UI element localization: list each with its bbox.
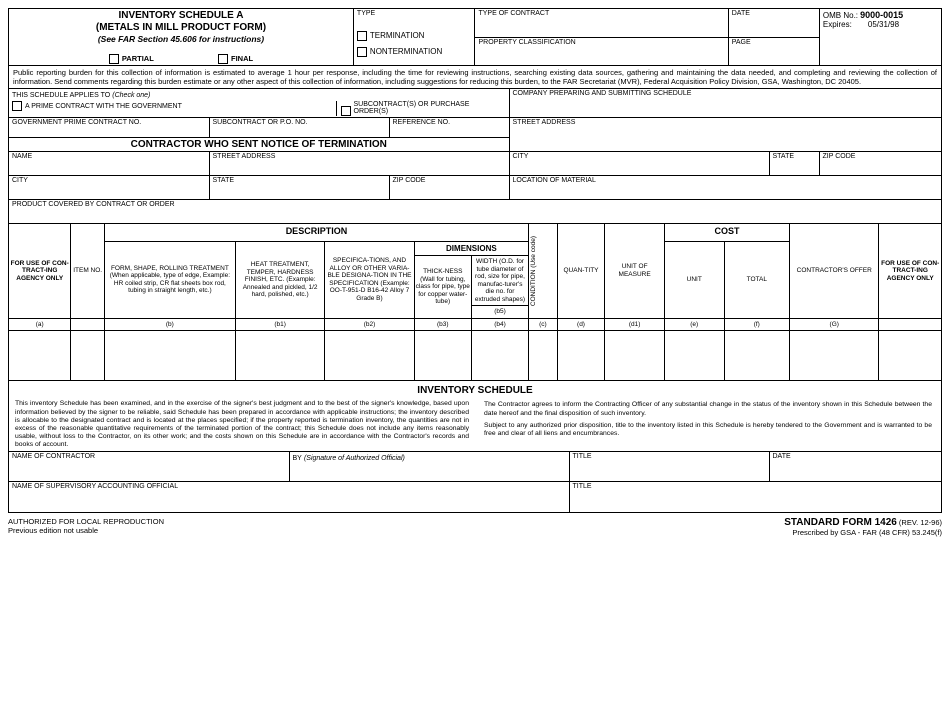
city-label-r: CITY (513, 153, 766, 160)
subcontract-label: SUBCONTRACT(S) OR PURCHASE ORDER(S) (354, 101, 474, 115)
col-f: (f) (724, 318, 790, 330)
type-contract-label: TYPE OF CONTRACT (478, 10, 724, 17)
quantity-header: QUAN-TITY (557, 224, 605, 318)
street-label-l: STREET ADDRESS (213, 153, 506, 160)
omb-value: 9000-0015 (860, 10, 903, 20)
form-subtitle: (See FAR Section 45.606 for instructions… (12, 34, 350, 44)
for-use-left: FOR USE OF CON-TRACT-ING AGENCY ONLY (9, 224, 71, 318)
cost-header: COST (664, 224, 789, 242)
col-a: (a) (9, 318, 71, 330)
zip-label-l: ZIP CODE (393, 177, 506, 184)
form-header: FORM, SHAPE, ROLLING TREATMENT (When app… (104, 242, 235, 318)
final-label: FINAL (231, 54, 253, 63)
signature-table: NAME OF CONTRACTOR BY (Signature of Auth… (9, 451, 941, 512)
gov-prime-label: GOVERNMENT PRIME CONTRACT NO. (12, 119, 206, 126)
width-header: WIDTH (O.D. for tube diameter of rod, si… (471, 256, 528, 306)
header-table: INVENTORY SCHEDULE A (METALS IN MILL PRO… (9, 9, 941, 65)
title-label-2: TITLE (573, 483, 939, 490)
thick-header: THICK-NESS (Wall for tubing, class for p… (414, 256, 471, 318)
inv-p2: The Contractor agrees to inform the Cont… (478, 399, 938, 419)
col-e: (e) (664, 318, 724, 330)
check-one-label: (Check one) (112, 92, 150, 99)
heat-header: HEAT TREATMENT, TEMPER, HARDNESS FINISH,… (235, 242, 324, 318)
description-header: DESCRIPTION (104, 224, 528, 242)
prime-contract-checkbox[interactable] (12, 101, 22, 111)
offer-header: CONTRACTOR'S OFFER (790, 224, 879, 318)
footer-right-2: Prescribed by GSA - FAR (48 CFR) 53.245(… (784, 528, 942, 537)
street-label-r: STREET ADDRESS (513, 119, 939, 126)
partial-checkbox[interactable] (109, 54, 119, 64)
schedule-info-table: THIS SCHEDULE APPLIES TO (Check one) A P… (9, 89, 941, 223)
final-checkbox[interactable] (218, 54, 228, 64)
form-footer: AUTHORIZED FOR LOCAL REPRODUCTION Previo… (8, 517, 942, 537)
spec-header: SPECIFICA-TIONS, AND ALLOY OR OTHER VARI… (325, 242, 414, 318)
col-b: (b) (104, 318, 235, 330)
contractor-notice-title: CONTRACTOR WHO SENT NOTICE OF TERMINATIO… (9, 138, 509, 152)
by-label: BY (293, 455, 302, 462)
unit-header: UNIT (664, 242, 724, 318)
product-label: PRODUCT COVERED BY CONTRACT OR ORDER (12, 201, 938, 208)
unit-measure-header: UNIT OF MEASURE (605, 224, 665, 318)
applies-to-label: THIS SCHEDULE APPLIES TO (12, 92, 110, 99)
total-header: TOTAL (724, 242, 790, 318)
col-b2: (b2) (325, 318, 414, 330)
type-label: TYPE (357, 10, 472, 17)
subcontract-checkbox[interactable] (341, 106, 351, 116)
by-sub-label: (Signature of Authorized Official) (304, 455, 405, 462)
date-label: DATE (732, 10, 816, 17)
termination-label: TERMINATION (370, 31, 425, 40)
nontermination-checkbox[interactable] (357, 47, 367, 57)
nontermination-label: NONTERMINATION (370, 47, 442, 56)
title-label-1: TITLE (573, 453, 766, 460)
form-title-2: (METALS IN MILL PRODUCT FORM) (12, 22, 350, 34)
prime-contract-label: A PRIME CONTRACT WITH THE GOVERNMENT (25, 103, 182, 110)
col-c: (c) (529, 318, 558, 330)
partial-label: PARTIAL (122, 54, 154, 63)
footer-left-1: AUTHORIZED FOR LOCAL REPRODUCTION (8, 517, 164, 526)
inv-schedule-title: INVENTORY SCHEDULE (9, 380, 941, 398)
omb-label: OMB No.: (823, 11, 858, 20)
zip-label-r: ZIP CODE (823, 153, 939, 160)
item-no-header: ITEM NO. (71, 224, 104, 318)
ref-no-label: REFERENCE NO. (393, 119, 506, 126)
form-container: INVENTORY SCHEDULE A (METALS IN MILL PRO… (8, 8, 942, 513)
col-b3: (b3) (414, 318, 471, 330)
footer-right-1-rev: (REV. 12-96) (899, 518, 942, 527)
data-table: FOR USE OF CON-TRACT-ING AGENCY ONLY ITE… (9, 223, 941, 380)
state-label-l: STATE (213, 177, 386, 184)
superv-label: NAME OF SUPERVISORY ACCOUNTING OFFICIAL (12, 483, 566, 490)
form-title-1: INVENTORY SCHEDULE A (12, 10, 350, 22)
inv-p1: This inventory Schedule has been examine… (9, 398, 475, 451)
b5-label: (b5) (471, 306, 528, 318)
footer-right-1: STANDARD FORM 1426 (784, 517, 897, 528)
expires-value: 05/31/98 (868, 20, 899, 29)
col-d: (d) (557, 318, 605, 330)
property-class-label: PROPERTY CLASSIFICATION (478, 39, 724, 46)
page-label: PAGE (732, 39, 816, 46)
state-label-r: STATE (773, 153, 816, 160)
name-label: NAME (12, 153, 206, 160)
expires-label: Expires: (823, 20, 852, 29)
col-b1: (b1) (235, 318, 324, 330)
footer-left-2: Previous edition not usable (8, 526, 164, 535)
sig-date-label: DATE (773, 453, 939, 460)
for-use-right: FOR USE OF CON-TRACT-ING AGENCY ONLY (879, 224, 941, 318)
burden-statement: Public reporting burden for this collect… (9, 65, 941, 89)
col-g: (G) (790, 318, 879, 330)
company-label: COMPANY PREPARING AND SUBMITTING SCHEDUL… (513, 90, 939, 97)
location-label: LOCATION OF MATERIAL (513, 177, 939, 184)
col-b4: (b4) (471, 318, 528, 330)
sub-po-label: SUBCONTRACT OR P.O. NO. (213, 119, 386, 126)
col-d1: (d1) (605, 318, 665, 330)
inv-schedule-text: This inventory Schedule has been examine… (9, 398, 941, 451)
inv-p3: Subject to any authorized prior disposit… (478, 420, 938, 440)
name-contractor-label: NAME OF CONTRACTOR (12, 453, 286, 460)
dimensions-header: DIMENSIONS (414, 242, 528, 256)
condition-header: CONDITION (Use code) (530, 236, 537, 306)
city-label-l: CITY (12, 177, 206, 184)
termination-checkbox[interactable] (357, 31, 367, 41)
